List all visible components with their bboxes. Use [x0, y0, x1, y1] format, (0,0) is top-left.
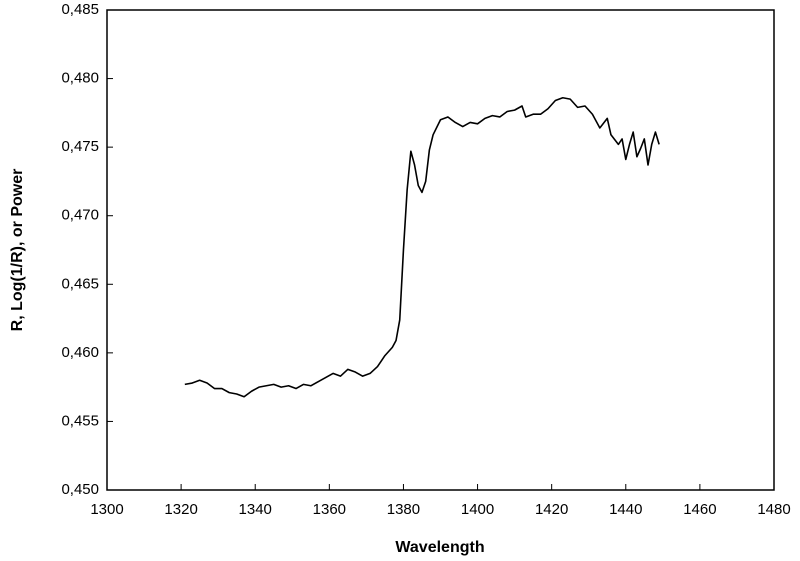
x-axis-label: Wavelength	[395, 539, 484, 556]
y-tick-label: 0,450	[61, 481, 99, 498]
y-tick-label: 0,480	[61, 70, 99, 87]
y-tick-label: 0,460	[61, 344, 99, 361]
y-tick-label: 0,470	[61, 207, 99, 224]
y-axis-label: R, Log(1/R), or Power	[9, 169, 26, 332]
y-tick-label: 0,455	[61, 412, 99, 429]
y-tick-label: 0,485	[61, 1, 99, 18]
x-tick-label: 1420	[535, 501, 568, 518]
x-tick-label: 1460	[683, 501, 716, 518]
y-tick-label: 0,475	[61, 138, 99, 155]
x-tick-label: 1340	[239, 501, 272, 518]
x-tick-label: 1400	[461, 501, 494, 518]
plot-frame	[106, 9, 775, 491]
x-tick-label: 1300	[90, 501, 123, 518]
x-tick-label: 1480	[757, 501, 790, 518]
y-tick-label: 0,465	[61, 275, 99, 292]
x-tick-label: 1360	[313, 501, 346, 518]
x-tick-label: 1440	[609, 501, 642, 518]
data-line	[184, 96, 660, 398]
x-tick-label: 1320	[164, 501, 197, 518]
x-tick-label: 1380	[387, 501, 420, 518]
